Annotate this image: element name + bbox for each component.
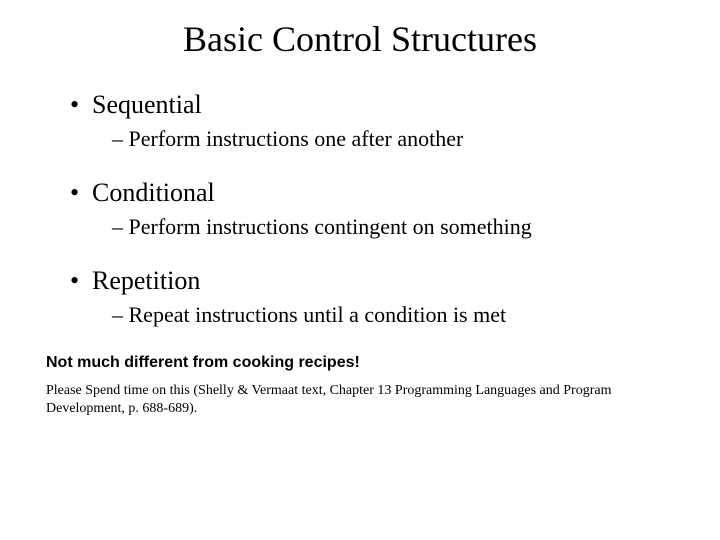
- note-bold: Not much different from cooking recipes!: [46, 354, 680, 372]
- slide-title: Basic Control Structures: [40, 18, 680, 60]
- sub-sequential: – Perform instructions one after another: [112, 126, 680, 152]
- bullet-sequential-label: Sequential: [92, 90, 202, 119]
- bullet-repetition: •Repetition: [70, 266, 680, 296]
- bullet-l1-icon: •: [70, 90, 92, 120]
- bullet-repetition-label: Repetition: [92, 266, 200, 295]
- bullet-l2-icon: –: [112, 214, 123, 239]
- sub-conditional: – Perform instructions contingent on som…: [112, 214, 680, 240]
- bullet-l2-icon: –: [112, 126, 123, 151]
- sub-sequential-text: Perform instructions one after another: [129, 126, 464, 151]
- bullet-sequential: •Sequential: [70, 90, 680, 120]
- bullet-l1-icon: •: [70, 266, 92, 296]
- sub-repetition-text: Repeat instructions until a condition is…: [129, 302, 507, 327]
- bullet-conditional: •Conditional: [70, 178, 680, 208]
- sub-conditional-text: Perform instructions contingent on somet…: [129, 214, 532, 239]
- note-reference: Please Spend time on this (Shelly & Verm…: [46, 382, 680, 417]
- sub-repetition: – Repeat instructions until a condition …: [112, 302, 680, 328]
- bullet-l2-icon: –: [112, 302, 123, 327]
- bullet-l1-icon: •: [70, 178, 92, 208]
- bullet-conditional-label: Conditional: [92, 178, 215, 207]
